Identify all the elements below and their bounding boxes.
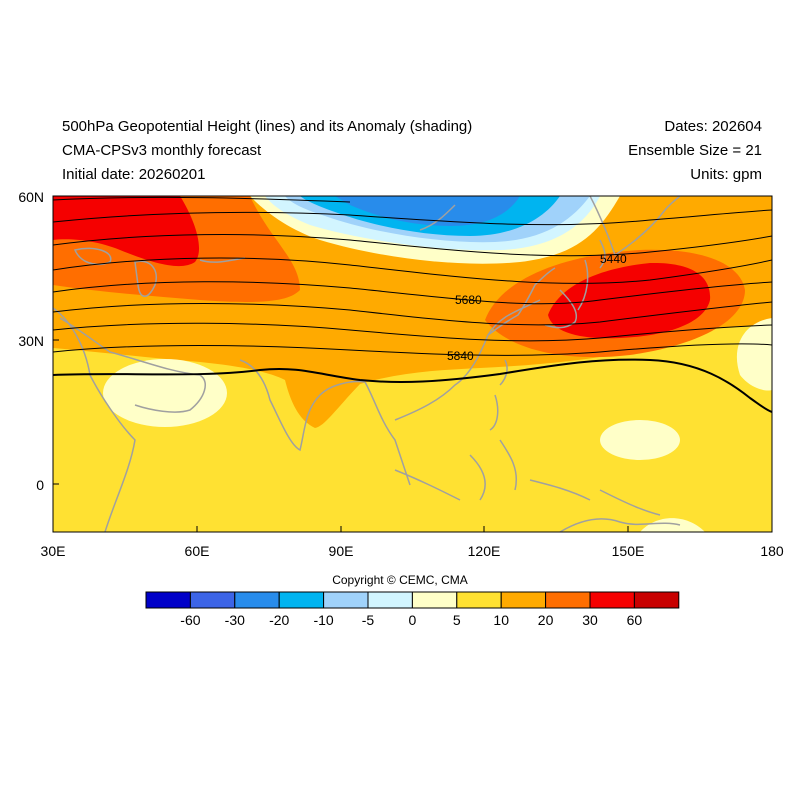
contour-label-5440: 5440 (600, 252, 627, 266)
contour-5880-bold (53, 358, 772, 413)
colorbar-label: -30 (225, 612, 245, 628)
colorbar-label: -20 (269, 612, 289, 628)
colorbar-swatch (545, 591, 591, 609)
lon-label-60e: 60E (185, 543, 210, 559)
colorbar-label: 30 (582, 612, 598, 628)
coastlines (53, 196, 681, 532)
map-frame (52, 195, 773, 533)
colorbar-swatch (145, 591, 191, 609)
colorbar-swatch (234, 591, 280, 609)
lon-label-180: 180 (760, 543, 784, 559)
copyright-notice: Copyright © CEMC, CMA (332, 573, 468, 587)
ensemble-size: Ensemble Size = 21 (628, 142, 762, 159)
model-subtitle: CMA-CPSv3 monthly forecast (62, 142, 262, 159)
lon-label-90e: 90E (329, 543, 354, 559)
lon-label-150e: 150E (612, 543, 645, 559)
forecast-dates: Dates: 202604 (664, 118, 762, 135)
lat-label-60n: 60N (18, 189, 44, 205)
colorbar-label: 20 (538, 612, 554, 628)
colorbar-label: -10 (313, 612, 333, 628)
anomaly-30-60-region (53, 196, 200, 267)
colorbar-label: -5 (362, 612, 375, 628)
colorbar-label: 0 (409, 612, 417, 628)
anomaly-neg-20-30 (335, 196, 520, 226)
initial-date: Initial date: 20260201 (62, 166, 206, 183)
colorbar-label: 5 (453, 612, 461, 628)
lon-label-120e: 120E (468, 543, 501, 559)
colorbar-swatch (411, 591, 458, 609)
colorbar-label: 60 (627, 612, 643, 628)
colorbar-label: -60 (180, 612, 200, 628)
colorbar-label: 10 (493, 612, 509, 628)
anomaly-0-5-south-edge (640, 518, 705, 532)
units-label: Units: gpm (690, 166, 762, 183)
colorbar-swatch (189, 591, 236, 609)
contour-label-5680: 5680 (455, 293, 482, 307)
colorbar-swatch (633, 591, 680, 609)
colorbar-swatch (500, 591, 547, 609)
colorbar-labels: -60 -30 -20 -10 -5 0 5 10 20 30 60 (180, 612, 642, 628)
map-title: 500hPa Geopotential Height (lines) and i… (62, 118, 473, 135)
anomaly-shading: 5440 5680 5840 (53, 196, 772, 532)
axis-ticks (52, 195, 773, 532)
height-contours (53, 196, 772, 356)
colorbar-swatch (367, 591, 413, 609)
anomaly-0-5-east-edge (736, 318, 772, 391)
colorbar-swatch (278, 591, 325, 609)
anomaly-0-5-arabia (103, 359, 227, 427)
colorbar-swatches (145, 591, 680, 609)
colorbar-swatch (456, 591, 502, 609)
lat-label-0: 0 (36, 477, 44, 493)
anomaly-30-60-region-east (548, 262, 711, 339)
lon-label-30e: 30E (41, 543, 66, 559)
contour-label-5840: 5840 (447, 349, 474, 363)
anomaly-0-5-pacific (600, 420, 680, 460)
lat-label-30n: 30N (18, 333, 44, 349)
colorbar-swatch (589, 591, 635, 609)
colorbar-swatch (323, 591, 369, 609)
